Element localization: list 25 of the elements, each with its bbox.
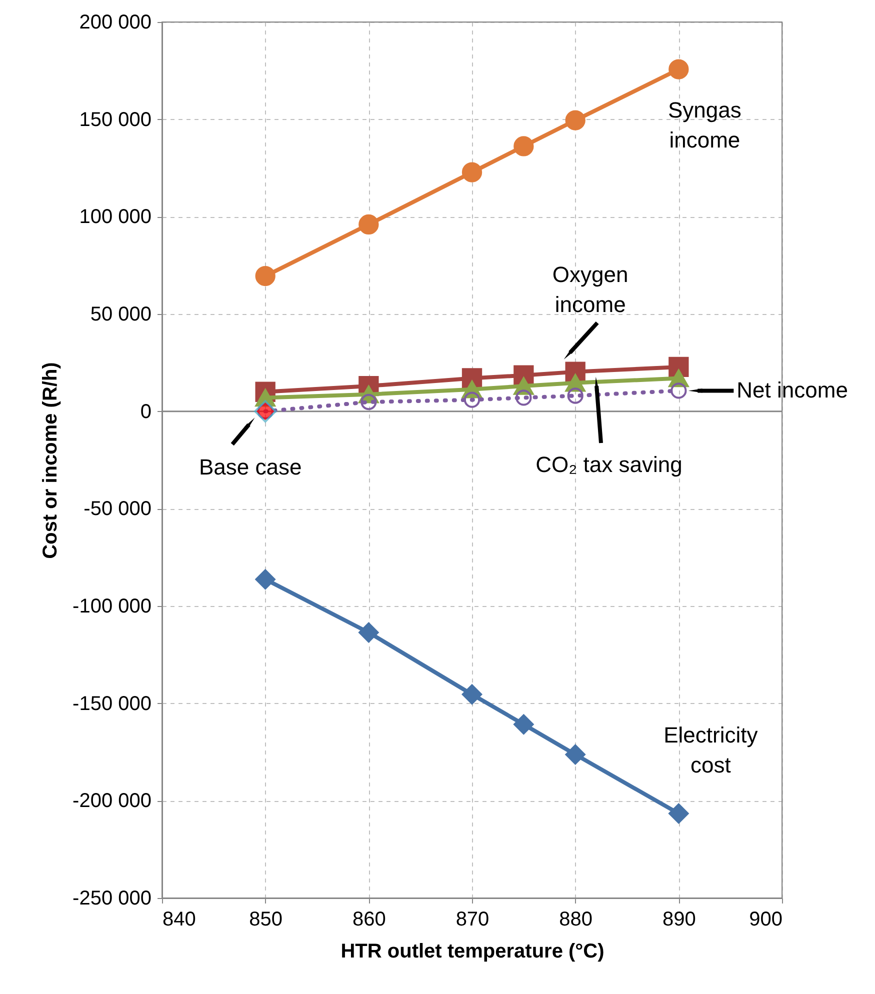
x-tick-label: 870: [456, 908, 490, 930]
y-tick-label: 50 000: [90, 304, 152, 326]
x-tick-label: 900: [749, 908, 782, 930]
x-tick-label: 840: [162, 908, 196, 930]
x-tick-label: 850: [249, 908, 283, 930]
y-tick-label: -150 000: [72, 692, 152, 715]
annotation: Syngas income: [668, 97, 742, 152]
y-tick-label: 200 000: [79, 12, 152, 34]
y-tick-label: 0: [140, 400, 152, 423]
y-tick-label: -200 000: [72, 790, 152, 812]
x-tick-label: 860: [352, 908, 386, 930]
annotation: Base case: [198, 454, 302, 480]
y-tick-label: -250 000: [72, 888, 152, 910]
annotation: Oxygen income: [552, 262, 628, 317]
y-tick-label: -50 000: [84, 498, 152, 520]
x-tick-label: 880: [559, 908, 593, 930]
x-tick-label: 890: [662, 908, 696, 930]
x-axis-title: HTR outlet temperature (°C): [340, 940, 604, 962]
annotation: CO₂ tax saving: [536, 452, 682, 478]
y-tick-label: 150 000: [79, 108, 152, 131]
y-tick-label: 100 000: [79, 206, 152, 228]
y-tick-label: -100 000: [72, 596, 152, 618]
y-axis-title: Cost or income (R/h): [40, 362, 62, 559]
annotation: Net income: [736, 378, 848, 403]
annotation: Electricity cost: [664, 722, 758, 778]
